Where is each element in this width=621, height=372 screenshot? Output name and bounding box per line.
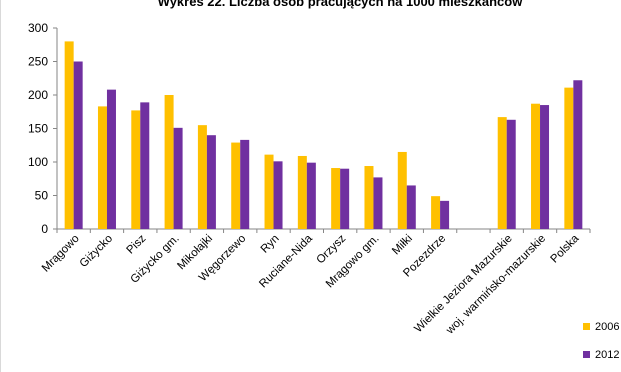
- bar-2006-0: [64, 41, 74, 230]
- bar-2006-13: [497, 117, 507, 229]
- bar-2006-14: [531, 103, 541, 229]
- x-tick-label: Mrągowo: [40, 233, 82, 275]
- bar-2012-0: [73, 61, 83, 229]
- bar-2012-8: [340, 168, 350, 229]
- bar-2012-5: [240, 139, 250, 229]
- bar-2012-2: [140, 102, 150, 229]
- bar-2012-4: [206, 135, 216, 229]
- bar-2012-13: [506, 119, 516, 229]
- bar-2012-7: [306, 162, 316, 229]
- x-axis-ticks: [56, 229, 591, 233]
- bar-2012-10: [406, 185, 416, 229]
- bar-2006-4: [197, 125, 207, 229]
- bar-2006-11: [431, 196, 441, 229]
- bar-2006-2: [131, 110, 141, 229]
- legend-label-2012: 2012: [595, 349, 619, 361]
- legend-swatch-2006: [583, 323, 590, 330]
- bar-2012-11: [440, 200, 450, 229]
- legend-swatch-2012: [583, 351, 590, 358]
- bar-2006-10: [397, 151, 407, 229]
- legend-label-2006: 2006: [595, 321, 619, 333]
- x-tick-label: Ryn: [259, 233, 282, 256]
- bar-2006-9: [364, 166, 374, 229]
- bars-group: [64, 41, 583, 230]
- bar-2012-9: [373, 177, 383, 229]
- x-tick-label: Miłki: [390, 233, 415, 258]
- y-tick-label: 200: [28, 88, 48, 102]
- y-tick-label: 0: [41, 222, 48, 236]
- x-tick-label: Giżycko: [78, 233, 115, 270]
- bar-2006-1: [97, 106, 107, 229]
- bar-2012-3: [173, 127, 183, 229]
- bar-2006-5: [231, 142, 241, 229]
- chart-title: Wykres 22. Liczba osób pracujących na 10…: [158, 0, 524, 9]
- bar-2006-7: [297, 155, 307, 229]
- y-tick-label: 50: [35, 189, 49, 203]
- bar-2006-8: [331, 168, 341, 229]
- y-tick-label: 100: [28, 155, 48, 169]
- bar-2012-1: [106, 89, 116, 229]
- bar-2012-14: [540, 105, 550, 229]
- legend: 2006 2012: [583, 321, 619, 361]
- y-tick-label: 250: [28, 55, 48, 69]
- bar-2006-6: [264, 154, 274, 229]
- x-tick-label: Pisz: [125, 232, 149, 256]
- y-tick-label: 300: [28, 21, 48, 35]
- y-axis-ticks: 0 50 100 150 200 250 300: [28, 21, 57, 236]
- bar-2006-15: [564, 87, 574, 229]
- bar-2006-3: [164, 95, 174, 229]
- x-tick-label: Polska: [549, 232, 582, 265]
- bar-2012-6: [273, 161, 283, 229]
- y-tick-label: 150: [28, 122, 48, 136]
- bar-2012-15: [573, 80, 583, 229]
